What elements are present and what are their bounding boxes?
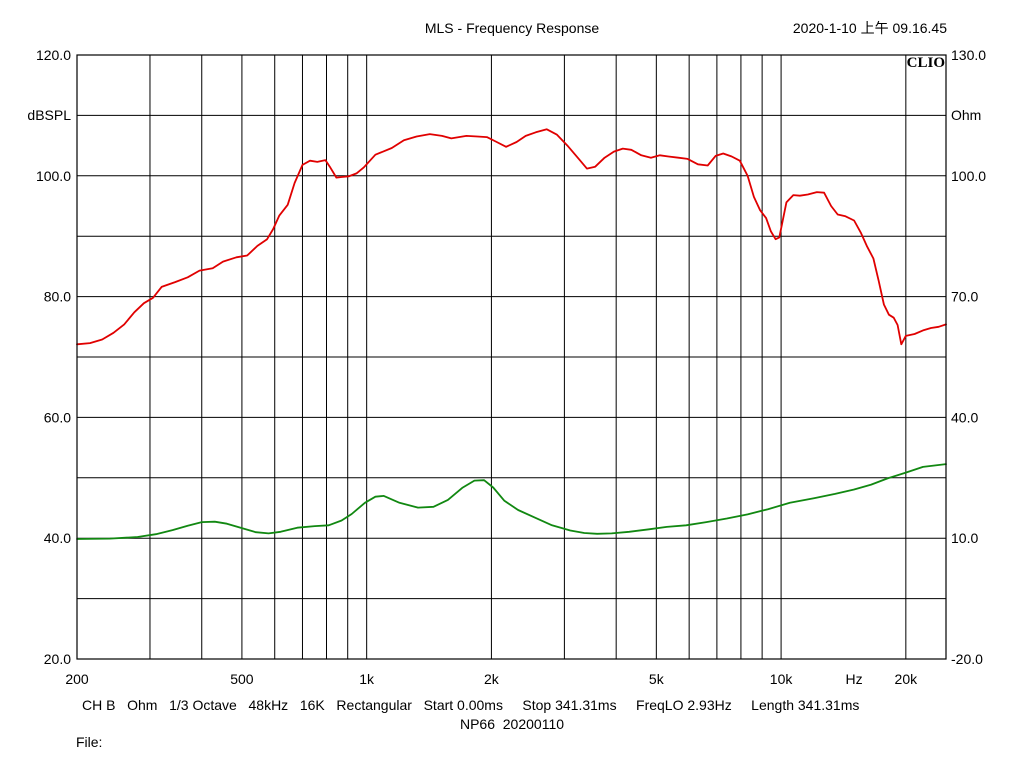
y-left-axis-label: dBSPL [27, 107, 71, 123]
brand-logo: CLIO [907, 55, 945, 71]
x-unit-label: Hz [845, 671, 862, 687]
timestamp: 2020-1-10 上午 09.16.45 [793, 20, 947, 36]
file-label: File: [76, 734, 102, 750]
y-right-tick-label: 40.0 [951, 409, 978, 425]
y-left-tick-label: 40.0 [44, 530, 71, 546]
y-right-tick-label: 70.0 [951, 289, 978, 305]
settings-line: CH B Ohm 1/3 Octave 48kHz 16K Rectangula… [82, 697, 859, 713]
x-tick-label: 5k [649, 671, 665, 687]
y-left-tick-label: 80.0 [44, 289, 71, 305]
impedance-curve [76, 463, 947, 540]
y-left-tick-label: 120.0 [36, 47, 71, 63]
chart-title: MLS - Frequency Response [425, 20, 600, 36]
y-left-tick-label: 20.0 [44, 651, 71, 667]
plot-frame [76, 54, 947, 660]
x-tick-label: 1k [359, 671, 375, 687]
x-tick-label: 10k [770, 671, 794, 687]
y-left-tick-label: 100.0 [36, 168, 71, 184]
y-right-tick-label: -20.0 [951, 651, 983, 667]
x-tick-label: 2k [484, 671, 500, 687]
y-right-tick-label: 100.0 [951, 168, 986, 184]
tick-labels: 200 500 1k 2k 5k 10k 20k Hz 120.0 100.0 80.0 60.0 40… [36, 47, 986, 687]
y-right-tick-label: 10.0 [951, 530, 978, 546]
y-left-tick-label: 60.0 [44, 409, 71, 425]
y-right-axis-label: Ohm [951, 107, 981, 123]
y-right-tick-label: 130.0 [951, 47, 986, 63]
x-tick-label: 20k [895, 671, 919, 687]
spl-curve [76, 128, 947, 346]
x-tick-label: 500 [230, 671, 254, 687]
grid [77, 55, 946, 659]
note-line: NP66 20200110 [460, 716, 564, 732]
x-tick-label: 200 [65, 671, 89, 687]
series-layer [76, 128, 947, 540]
